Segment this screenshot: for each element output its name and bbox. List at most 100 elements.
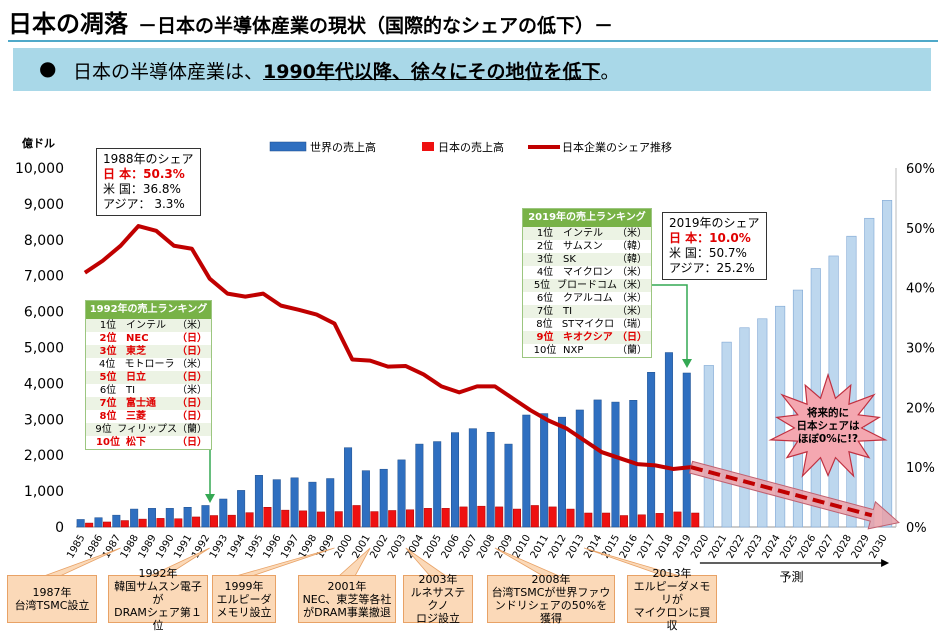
rank2019-rank: 5位: [533, 280, 551, 291]
rank2019-rank: 3位: [536, 254, 554, 265]
rank1992-row: 6位 TI （米）: [86, 384, 211, 397]
rank1992-rank: 9位: [95, 424, 112, 435]
rank2019-rank: 4位: [536, 267, 554, 278]
rank1992-name: 日立: [126, 372, 146, 383]
world-sales-bar: [326, 478, 335, 528]
legend-japan-swatch: [422, 142, 434, 151]
rank2019-rank: 1位: [536, 228, 554, 239]
rank2019-name: キオクシア: [563, 332, 613, 343]
world-sales-bar: [433, 441, 442, 528]
japan-share-line: [83, 224, 692, 471]
x-tick-label: 2030: [867, 533, 889, 561]
world-sales-bar: [486, 431, 495, 528]
rank2019-country: （米）: [617, 306, 647, 317]
rank2019-name: インテル: [563, 228, 603, 239]
japan-sales-bar: [245, 512, 254, 528]
y-tick-label: 8,000: [24, 233, 64, 249]
event-callout: 2003年 ルネサステクノ ロジ設立: [403, 573, 473, 625]
rank1992-country: （日）: [177, 333, 207, 344]
rank1992-country: （米）: [177, 320, 207, 331]
rank2019-country: （韓）: [617, 241, 647, 252]
japan-sales-bar: [406, 509, 415, 528]
world-sales-bar: [540, 413, 549, 528]
world-sales-bar: [575, 409, 584, 528]
rank2019-row: 10位 NXP （蘭）: [523, 344, 651, 357]
summary-text-post: 。: [600, 61, 620, 83]
japan-sales-bar: [263, 507, 272, 528]
world-sales-bar: [112, 514, 121, 528]
forecast-share-line: [690, 465, 873, 518]
ranking-2019-pointer-head: [682, 359, 692, 368]
title-main: 日本の凋落: [8, 10, 128, 38]
world-sales-bar: [611, 401, 620, 528]
rank2019-row: 8位 STマイクロ （瑞）: [523, 318, 651, 331]
world-sales-bar: [147, 508, 156, 528]
japan-sales-bar: [120, 520, 129, 528]
world-sales-bar: [254, 475, 263, 528]
rank1992-country: （蘭）: [177, 424, 207, 435]
rank2019-country: （瑞）: [617, 319, 647, 330]
rank1992-row: 8位 三菱 （日）: [86, 410, 211, 423]
y2-tick-label: 0%: [906, 521, 927, 536]
world-sales-bar: [647, 372, 656, 528]
japan-sales-bar: [85, 522, 94, 528]
share-1988-box: 1988年のシェア 日 本：50.3% 米 国：36.8% アジア： 3.3%: [96, 148, 201, 216]
rank2019-name: ブロードコム: [557, 280, 617, 291]
rank2019-rank: 10位: [533, 345, 557, 356]
japan-sales-bar: [637, 514, 646, 528]
japan-sales-bar: [299, 510, 308, 528]
event-callout: 1992年韓国サムスン電子がDRAMシェア第１位: [108, 567, 208, 632]
japan-sales-bar: [619, 515, 628, 528]
rank2019-rank: 2位: [536, 241, 554, 252]
rank1992-name: 富士通: [126, 398, 156, 409]
rank1992-row: 2位 NEC （日）: [86, 332, 211, 345]
rank1992-rank: 8位: [99, 411, 117, 422]
rank2019-country: （日）: [617, 332, 647, 343]
rank1992-row: 1位 インテル （米）: [86, 319, 211, 332]
world-sales-bar: [201, 505, 210, 528]
rank2019-row: 6位 クアルコム （米）: [523, 292, 651, 305]
y-tick-label: 7,000: [24, 269, 64, 285]
rank1992-name: 三菱: [126, 411, 146, 422]
world-sales-bar: [415, 443, 424, 528]
y-tick-label: 1,000: [24, 484, 64, 500]
world-sales-bar: [183, 507, 192, 528]
forecast-starburst: [768, 372, 888, 478]
japan-sales-bar: [584, 512, 593, 528]
rank1992-row: 10位 松下 （日）: [86, 436, 211, 449]
share-1988-title: 1988年のシェア: [103, 152, 194, 166]
rank1992-name: NEC: [126, 333, 149, 344]
y-tick-label: 10,000: [15, 161, 64, 177]
japan-sales-bar: [102, 521, 111, 528]
japan-sales-bar: [548, 506, 557, 528]
forecast-arrow-band: [688, 460, 900, 530]
forecast-sales-bar: [864, 217, 875, 528]
japan-sales-bar: [209, 515, 218, 528]
world-sales-bar: [664, 352, 673, 528]
japan-sales-bar: [655, 513, 664, 528]
japan-sales-bar: [691, 512, 700, 528]
y-tick-label: 3,000: [24, 412, 64, 428]
japan-sales-bar: [566, 508, 575, 528]
rank1992-name: 東芝: [126, 346, 146, 357]
japan-sales-bar: [423, 508, 432, 528]
rank1992-row: 5位 日立 （日）: [86, 371, 211, 384]
japan-sales-bar: [477, 505, 486, 528]
japan-sales-bar: [192, 516, 201, 528]
rank1992-row: 4位 モトローラ （米）: [86, 358, 211, 371]
y2-tick-label: 50%: [906, 222, 935, 237]
world-sales-bar: [361, 470, 370, 528]
rank1992-rank: 4位: [99, 359, 116, 370]
world-sales-bar: [468, 428, 477, 528]
world-sales-bar: [130, 508, 139, 528]
rank2019-rank: 6位: [536, 293, 554, 304]
ranking-2019-rows: 1位 インテル （米） 2位 サムスン （韓） 3位 SK （韓） 4位 マイクロン （米） 5位 ブロー…: [523, 227, 651, 357]
share-2019-box: 2019年のシェア 日 本：10.0% 米 国：50.7% アジア：25.2%: [662, 212, 767, 280]
event-callout-pointer: [43, 547, 121, 577]
rank2019-name: STマイクロ: [561, 319, 615, 330]
summary-text-highlight: 1990年代以降、徐々にその地位を低下: [263, 61, 601, 83]
rank1992-rank: 7位: [99, 398, 117, 409]
japan-sales-bar: [673, 511, 682, 528]
summary-text: 日本の半導体産業は、1990年代以降、徐々にその地位を低下。: [73, 57, 620, 84]
ranking-1992-pointer-head: [205, 494, 215, 503]
